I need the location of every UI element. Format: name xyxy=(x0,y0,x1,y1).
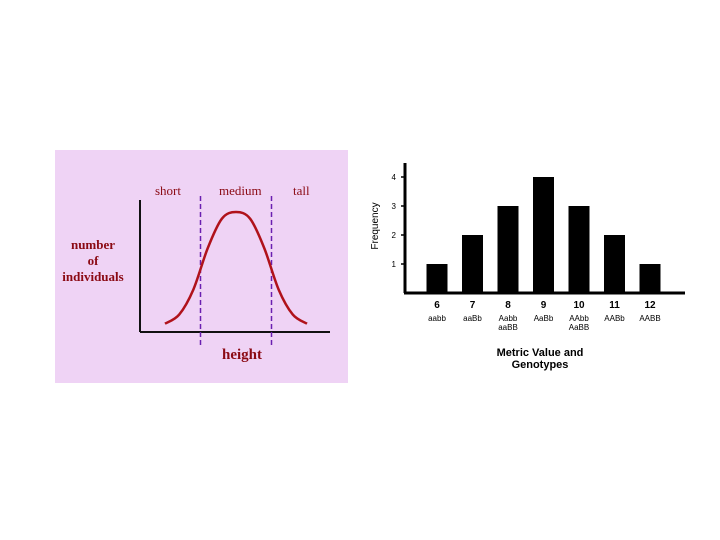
category-label-tall: tall xyxy=(293,183,310,198)
distribution-curve xyxy=(164,210,308,325)
y-tick-label: 3 xyxy=(392,202,397,211)
bar xyxy=(604,235,625,293)
x-tick-label: 7 xyxy=(470,300,476,311)
genotype-label: AAbb xyxy=(569,314,589,323)
y-axis-label: Frequency xyxy=(370,202,381,249)
genotype-label: AABB xyxy=(639,314,660,323)
x-tick-label: 9 xyxy=(541,300,547,311)
x-tick-label: 11 xyxy=(609,300,620,311)
bar xyxy=(533,177,554,293)
genotype-label: AaBb xyxy=(534,314,554,323)
genotype-label: aaBb xyxy=(463,314,482,323)
x-tick-label: 6 xyxy=(434,300,440,311)
bar-group xyxy=(426,177,661,293)
bar xyxy=(462,235,483,293)
y-axis-label-line-2: of xyxy=(88,253,100,268)
bar xyxy=(426,264,448,293)
genotype-label: aabb xyxy=(428,314,446,323)
x-tick-label: 10 xyxy=(573,300,585,311)
category-label-medium: medium xyxy=(219,183,262,198)
genotype-label: Aabb xyxy=(499,314,518,323)
x-axis-label-line-1: Metric Value and xyxy=(497,347,584,359)
y-tick-label: 2 xyxy=(392,231,397,240)
genotype-label: AaBB xyxy=(569,323,589,332)
height-distribution-chart: short medium tall number of individuals … xyxy=(55,150,348,383)
y-tick-label: 1 xyxy=(392,260,397,269)
category-label-short: short xyxy=(155,183,181,198)
x-axis-label-line-2: Genotypes xyxy=(512,359,569,371)
x-axis-label: height xyxy=(222,347,262,363)
bar xyxy=(568,206,590,293)
y-axis-label-line-3: individuals xyxy=(62,269,123,284)
bar xyxy=(497,206,519,293)
x-tick-label: 12 xyxy=(644,300,656,311)
y-axis-label-line-1: number xyxy=(71,237,115,252)
bar xyxy=(639,264,661,293)
y-tick-group: 1 2 3 4 xyxy=(392,173,405,269)
genotype-label: aaBB xyxy=(498,323,518,332)
x-tick-label: 8 xyxy=(505,300,511,311)
y-tick-label: 4 xyxy=(392,173,397,182)
genotype-label: AABb xyxy=(604,314,625,323)
